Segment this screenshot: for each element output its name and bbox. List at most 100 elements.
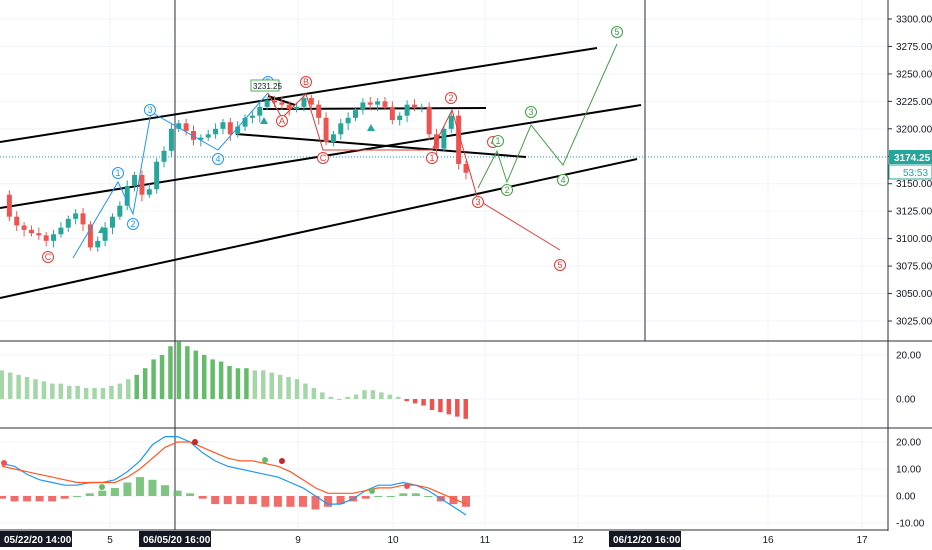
candle-body	[227, 122, 233, 135]
signal-line	[1, 441, 467, 505]
wave-path-blue	[72, 92, 269, 259]
wave-marker-label: 2	[504, 185, 509, 195]
wave-marker-circle	[42, 251, 54, 263]
candle-body	[198, 137, 204, 140]
wave-marker-label: 5	[614, 27, 619, 37]
macd-hist-bar	[298, 496, 307, 507]
ind2-tick-label: -10.00	[896, 519, 925, 530]
candle-body	[301, 98, 307, 107]
wave-red-5: 5	[554, 259, 566, 271]
wave-marker-circle	[501, 184, 513, 196]
candle-body	[117, 205, 123, 217]
wave-marker-circle	[144, 104, 156, 116]
macd-hist-bar	[161, 485, 170, 496]
candle-body	[323, 117, 329, 142]
wave-marker-label: C	[320, 153, 327, 163]
candle-body	[124, 185, 130, 206]
ind1-bar	[252, 370, 258, 399]
candle-body	[441, 128, 447, 149]
candle-body	[58, 227, 64, 235]
ind1-bar	[16, 374, 21, 399]
wave-marker-label: 4	[215, 154, 220, 164]
candle-body	[43, 235, 49, 241]
candle-body	[294, 106, 300, 110]
ind2-tick-label: 20.00	[896, 438, 921, 449]
price-axis[interactable]: 3300.003275.003250.003225.003200.003175.…	[888, 15, 932, 530]
candle-body	[87, 224, 93, 248]
svg-text:05/22/20 14:00: 05/22/20 14:00	[4, 535, 72, 546]
macd-hist-bar	[135, 477, 144, 496]
ind1-bar	[261, 370, 266, 399]
macd-hist-bar	[273, 496, 282, 507]
candle-body	[404, 104, 410, 116]
macd-hist-bar	[23, 496, 32, 502]
time-tick-label: 11	[480, 535, 491, 546]
ind1-bar	[286, 377, 291, 399]
price-tick-label: 3100.00	[896, 234, 932, 245]
wave-path-green	[477, 43, 618, 189]
macd-hist-bar	[462, 496, 470, 507]
price-note-text: 3231.25	[253, 82, 282, 91]
ind1-bar	[370, 390, 376, 399]
crossover-dot	[404, 483, 410, 489]
candle-body	[367, 102, 373, 105]
indicator-macd	[0, 436, 470, 516]
wave-red-3: 3	[472, 196, 484, 208]
wave-marker-circle	[127, 218, 139, 230]
candle-body	[338, 123, 344, 135]
macd-hist-bar	[85, 493, 94, 496]
candle-body	[382, 101, 388, 107]
wave-blue-3: 3	[144, 104, 156, 116]
ind1-bar	[362, 390, 367, 399]
wave-marker-circle	[317, 152, 329, 164]
candle-body	[257, 106, 263, 116]
macd-hist-bar	[374, 496, 383, 497]
ind1-bar	[142, 368, 148, 399]
macd-hist-bar	[186, 493, 195, 496]
candle-body	[456, 115, 462, 164]
ind1-bar	[159, 355, 165, 399]
wave-markers[interactable]: 12345BACC1234512345	[42, 26, 623, 271]
wave-blue-4: 4	[212, 153, 224, 165]
macd-hist-bar	[223, 496, 232, 505]
trendlines[interactable]	[0, 47, 642, 299]
time-tick-label: 12	[572, 535, 584, 546]
ind1-bar	[109, 385, 114, 399]
wave-paths[interactable]	[72, 43, 618, 259]
ind1-bar	[379, 392, 384, 399]
ind1-bar	[235, 368, 241, 399]
candle-body	[21, 225, 27, 230]
ind1-bar	[92, 388, 97, 399]
wave-marker-label: 1	[495, 136, 500, 146]
candle-body	[242, 117, 248, 127]
ind1-bar	[244, 368, 249, 399]
macd-hist-bar	[336, 496, 345, 505]
candle-body	[6, 194, 12, 217]
wave-marker-label: 2	[448, 93, 453, 103]
wave-red-1: 1	[426, 152, 438, 164]
wave-marker-label: 3	[147, 105, 152, 115]
time-tick-label: 5	[107, 535, 113, 546]
ind1-bar	[269, 372, 274, 399]
ind1-bar	[126, 379, 131, 399]
ind1-bar	[0, 370, 4, 399]
candle-body	[73, 213, 79, 219]
candle-body	[139, 174, 145, 195]
ind1-bar	[83, 388, 89, 399]
macd-hist-bar	[48, 496, 57, 502]
ind1-bar	[168, 346, 173, 399]
candle-body	[389, 106, 395, 121]
ind1-bar	[311, 388, 317, 399]
price-tick-label: 3025.00	[896, 317, 932, 328]
macd-hist-bar	[35, 496, 44, 502]
ind1-bar	[176, 341, 182, 399]
ind1-bar	[210, 359, 215, 399]
price-note[interactable]: 3231.25	[250, 79, 282, 92]
time-axis[interactable]: 5 9 10 11 12 16 17	[107, 535, 868, 546]
macd-hist-bar	[0, 496, 6, 499]
indicator-histogram-1	[0, 341, 468, 419]
price-tick-label: 3150.00	[896, 179, 932, 190]
ind1-bar	[345, 396, 350, 399]
